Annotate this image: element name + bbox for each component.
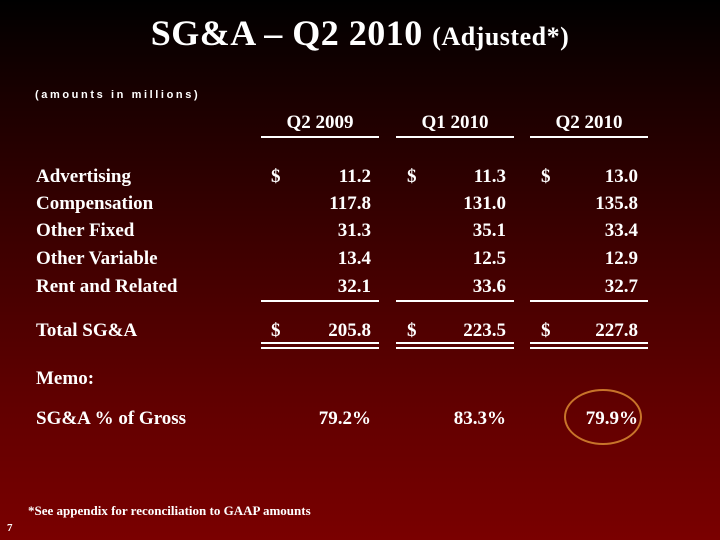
subtotal-rule [396,300,514,302]
dollar-sign: $ [407,320,417,341]
dollar-sign: $ [407,166,417,187]
title-subtitle: (Adjusted*) [432,22,570,51]
cell-other-fixed-q2-2009: 31.3 [337,220,371,241]
row-label-other-fixed: Other Fixed [36,220,135,241]
highlight-circle [564,389,642,445]
dollar-sign: $ [271,320,281,341]
row-label-sga-pct-gross: SG&A % of Gross [36,408,187,429]
cell-rent-q1-2010: 33.6 [472,276,506,297]
cell-other-variable-q2-2009: 13.4 [337,248,371,269]
row-label-compensation: Compensation [36,193,154,214]
column-header-q2-2009: Q2 2009 [261,112,379,138]
cell-compensation-q2-2009: 117.8 [329,193,371,214]
row-label-total-sga: Total SG&A [36,320,138,341]
cell-rent-q2-2009: 32.1 [337,276,371,297]
cell-advertising-q2-2009: 11.2 [338,166,371,187]
cell-pct-q2-2009: 79.2% [318,408,371,429]
cell-compensation-q1-2010: 131.0 [463,193,506,214]
subtotal-rule [530,300,648,302]
units-note: (amounts in millions) [35,89,201,101]
total-double-rule [530,342,648,349]
cell-other-fixed-q1-2010: 35.1 [472,220,506,241]
cell-other-fixed-q2-2010: 33.4 [604,220,638,241]
column-header-q1-2010: Q1 2010 [396,112,514,138]
total-double-rule [261,342,379,349]
row-label-other-variable: Other Variable [36,248,158,269]
cell-other-variable-q2-2010: 12.9 [604,248,638,269]
cell-total-q2-2010: 227.8 [595,320,638,341]
cell-total-q2-2009: 205.8 [328,320,371,341]
dollar-sign: $ [271,166,281,187]
total-double-rule [396,342,514,349]
row-label-rent-and-related: Rent and Related [36,276,178,297]
cell-rent-q2-2010: 32.7 [604,276,638,297]
memo-label: Memo: [36,368,95,389]
row-label-advertising: Advertising [36,166,131,187]
footnote: *See appendix for reconciliation to GAAP… [28,503,311,518]
cell-pct-q1-2010: 83.3% [453,408,506,429]
cell-advertising-q1-2010: 11.3 [473,166,506,187]
subtotal-rule [261,300,379,302]
dollar-sign: $ [541,166,551,187]
cell-total-q1-2010: 223.5 [463,320,506,341]
cell-compensation-q2-2010: 135.8 [595,193,638,214]
column-header-q2-2010: Q2 2010 [530,112,648,138]
title-main: SG&A – Q2 2010 [150,13,423,53]
page-number: 7 [7,522,13,534]
cell-advertising-q2-2010: 13.0 [604,166,638,187]
slide-title: SG&A – Q2 2010 (Adjusted*) [0,12,720,54]
dollar-sign: $ [541,320,551,341]
cell-other-variable-q1-2010: 12.5 [472,248,506,269]
